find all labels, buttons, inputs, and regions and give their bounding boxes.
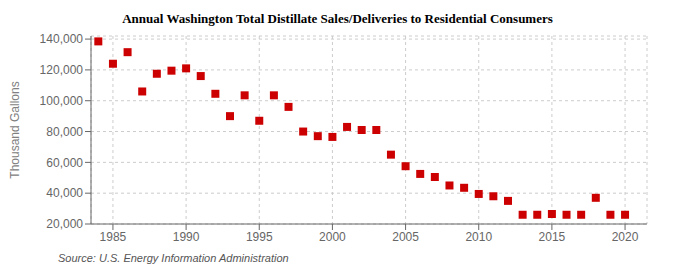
svg-text:Thousand Gallons: Thousand Gallons — [8, 81, 22, 178]
svg-text:140,000: 140,000 — [40, 32, 84, 46]
html-text:Annual Washington Total Distil: Annual Washington Total Distillate Sales… — [122, 11, 553, 26]
svg-text:60,000: 60,000 — [46, 156, 83, 170]
svg-text:2000: 2000 — [319, 230, 346, 244]
svg-text:2015: 2015 — [539, 230, 566, 244]
svg-text:100,000: 100,000 — [40, 94, 84, 108]
html-text:Source: U.S. Energy Informatio: Source: U.S. Energy Information Administ… — [58, 252, 289, 264]
svg-text:1995: 1995 — [246, 230, 273, 244]
svg-text:120,000: 120,000 — [40, 63, 84, 77]
svg-text:80,000: 80,000 — [46, 125, 83, 139]
svg-text:1985: 1985 — [100, 230, 127, 244]
svg-text:2010: 2010 — [465, 230, 492, 244]
svg-text:20,000: 20,000 — [46, 217, 83, 231]
svg-text:1990: 1990 — [173, 230, 200, 244]
svg-text:2005: 2005 — [392, 230, 419, 244]
svg-text:40,000: 40,000 — [46, 186, 83, 200]
svg-text:2020: 2020 — [612, 230, 639, 244]
